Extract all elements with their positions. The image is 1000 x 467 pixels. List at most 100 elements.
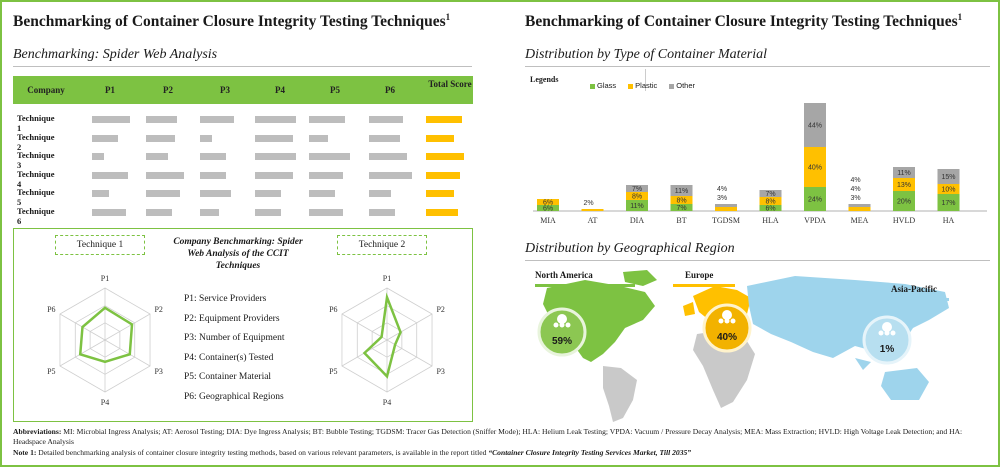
x-tick-label: AT: [588, 216, 598, 225]
bar-glass: [893, 191, 915, 211]
spider-series-polygon: [362, 292, 402, 379]
score-bar: [369, 190, 391, 197]
x-tick-label: MIA: [540, 216, 556, 225]
score-bar: [146, 208, 173, 216]
row-label: Technique 3: [17, 150, 55, 170]
ap-value: 1%: [880, 344, 895, 355]
south-america-landmass: [603, 366, 637, 422]
bar-other: [937, 169, 960, 184]
header-p6: P6: [385, 85, 395, 95]
row-label: Technique 2: [17, 131, 55, 152]
spider-box: [13, 228, 473, 422]
score-bar: [146, 153, 168, 160]
header-company: Company: [27, 85, 65, 95]
na-value: 59%: [552, 336, 572, 347]
spider-axis-label: P4: [383, 398, 391, 407]
spider-axis-line: [386, 313, 433, 341]
bar-glass: [626, 200, 648, 211]
geo-divider: [525, 260, 990, 261]
score-bar: [255, 116, 296, 123]
score-bar: [92, 171, 128, 179]
spider-axis-label: P5: [329, 367, 337, 376]
spider-axis-label: P5: [47, 367, 55, 376]
score-bar: [369, 208, 396, 216]
bar-data-label: 4%: [850, 186, 860, 193]
score-bar: [309, 171, 343, 179]
na-bubble: 59%: [537, 307, 587, 357]
score-bar: [369, 171, 413, 179]
score-bar: [92, 153, 104, 160]
score-bar: [255, 208, 282, 216]
x-tick-label: BT: [676, 216, 686, 225]
bar-legend: Glass Plastic Other: [590, 75, 707, 90]
total-score-bar: [426, 171, 460, 179]
legend-swatch: [590, 83, 595, 89]
header-p2: P2: [163, 85, 173, 95]
spider-axis-label: P4: [101, 398, 109, 407]
table-header: Company P1 P2 P3 P4 P5 P6 Total Score: [13, 76, 473, 104]
bar-data-label: 15%: [941, 174, 955, 181]
x-tick-label: MEA: [851, 216, 869, 225]
na-label: North America: [535, 270, 593, 280]
legend-title-box: Legends: [525, 69, 646, 91]
left-title: Benchmarking of Container Closure Integr…: [13, 12, 451, 31]
asia-pacific-landmass: [747, 276, 949, 400]
legend-swatch: [669, 83, 675, 89]
score-bar: [200, 116, 234, 123]
right-title: Benchmarking of Container Closure Integr…: [525, 12, 963, 31]
score-bar: [309, 116, 345, 123]
score-bar: [255, 153, 296, 160]
spider-series-polygon: [78, 306, 134, 364]
spider-axis-label: P3: [154, 367, 162, 376]
bar-glass: [537, 205, 559, 211]
score-bar: [146, 190, 180, 197]
bar-data-label: 13%: [897, 182, 911, 189]
score-bar: [255, 134, 294, 142]
bar-other: [715, 204, 737, 207]
left-divider: [13, 66, 472, 67]
legend-title: Legends: [530, 75, 559, 84]
score-bar: [309, 208, 343, 216]
bar-data-label: 17%: [941, 200, 955, 207]
total-score-bar: [426, 190, 454, 197]
bar-plastic: [937, 184, 960, 194]
header-p4: P4: [275, 85, 285, 95]
bar-data-label: 40%: [808, 165, 822, 172]
spider-axis-line: [341, 313, 388, 341]
score-bar: [92, 134, 119, 142]
score-bar: [309, 190, 336, 197]
spider-axis-label: P2: [436, 305, 444, 314]
spider-center-title: Company Benchmarking: Spider Web Analysi…: [173, 237, 303, 271]
bar-data-label: 20%: [897, 199, 911, 206]
score-bar: [146, 116, 178, 123]
row-label: Technique 5: [17, 187, 55, 207]
bar-data-label: 24%: [808, 197, 822, 204]
spider-axis-label: P1: [383, 274, 391, 283]
score-bar: [309, 134, 329, 142]
bar-data-label: 6%: [543, 200, 553, 207]
geo-subtitle: Distribution by Geographical Region: [525, 241, 735, 256]
score-bar: [92, 116, 131, 123]
bar-data-label: 11%: [630, 203, 644, 210]
spider-axis-line: [104, 339, 151, 367]
row-label: Technique 6: [17, 205, 55, 226]
spider-legend: P1: Service Providers P2: Equipment Provi…: [184, 290, 314, 407]
row-label: Technique 4: [17, 168, 55, 189]
bar-data-label: 10%: [941, 187, 955, 194]
spider-axis-line: [59, 339, 106, 367]
eu-bubble: 40%: [702, 303, 752, 353]
world-map: North America Europe Asia-Pacific 59% 40…: [535, 270, 949, 422]
ap-label: Asia-Pacific: [891, 284, 937, 294]
footnote: Note 1: Detailed benchmarking analysis o…: [13, 448, 692, 457]
total-score-bar: [426, 134, 454, 142]
bar-data-label: 8%: [632, 194, 642, 201]
bar-data-label: 7%: [632, 186, 642, 193]
bar-other: [626, 185, 648, 192]
spider-legend-item: P6: Geographical Regions: [184, 391, 284, 402]
legend-label: Other: [676, 81, 696, 90]
legend-label: Glass: [597, 81, 617, 90]
bar-data-label: 4%: [850, 177, 860, 184]
score-bar: [255, 190, 282, 197]
bar-plastic: [626, 192, 648, 200]
